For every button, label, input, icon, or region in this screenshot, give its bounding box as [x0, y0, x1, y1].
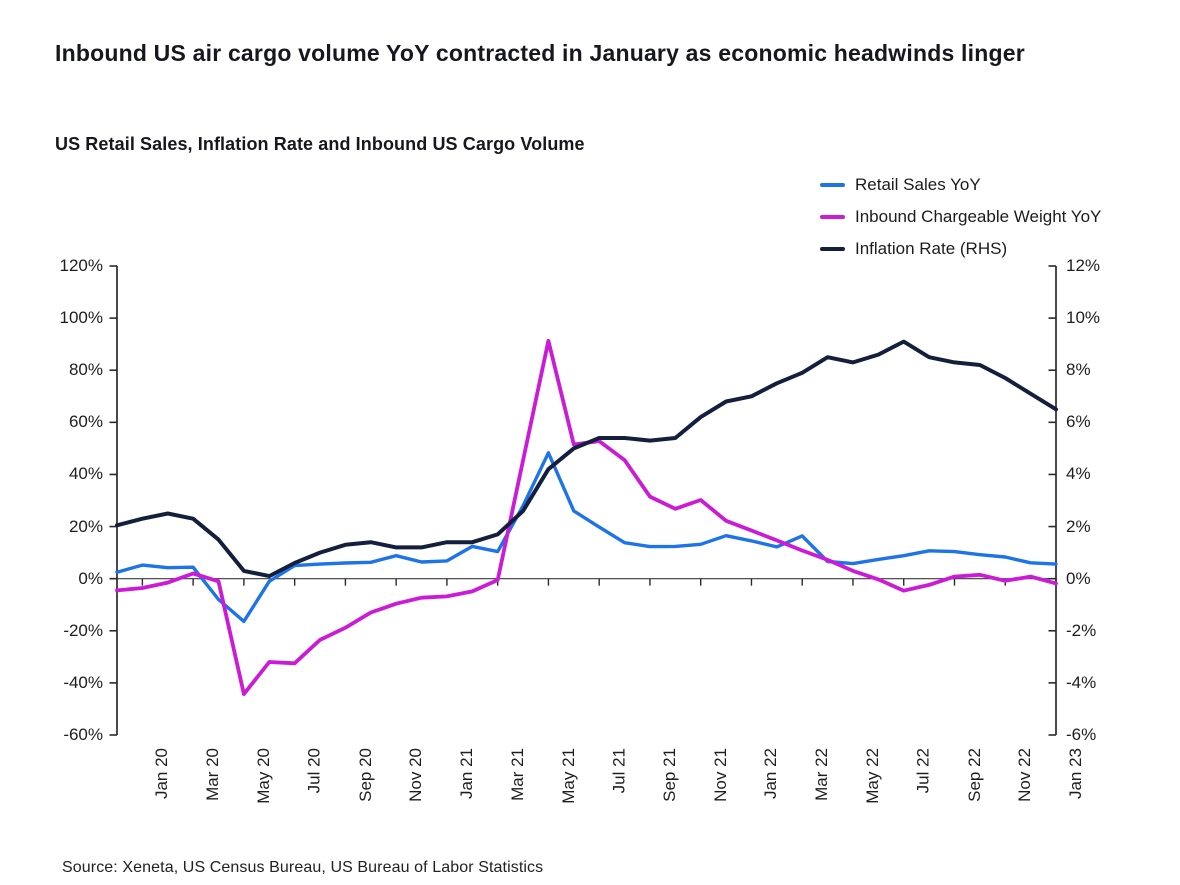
- x-axis-label: Mar 21: [507, 748, 527, 801]
- y-axis-label-right: 10%: [1066, 308, 1101, 328]
- x-axis-label: Jul 21: [609, 748, 629, 794]
- y-axis-label-right: 12%: [1066, 256, 1101, 275]
- x-axis-label: Mar 22: [812, 748, 832, 801]
- y-axis-label-left: 0%: [78, 568, 103, 588]
- x-axis-label: Mar 20: [203, 748, 223, 801]
- y-axis-label-left: -40%: [63, 672, 103, 692]
- series-line-inflation-rate-rhs-: [115, 339, 1058, 579]
- legend-label: Retail Sales YoY: [855, 175, 981, 194]
- y-axis-label-left: -20%: [63, 620, 103, 640]
- y-axis-label-left: -60%: [63, 725, 103, 744]
- legend-swatch-inbound-weight-icon: [820, 215, 845, 219]
- series-line-retail-sales-yoy: [115, 451, 1058, 624]
- x-axis-label: Jan 20: [152, 748, 172, 800]
- x-axis-label: Sep 21: [659, 748, 679, 802]
- legend: Retail Sales YoY Inbound Chargeable Weig…: [820, 169, 1101, 265]
- x-axis-label: May 20: [253, 748, 273, 804]
- x-axis-label: Sep 22: [964, 748, 984, 802]
- y-axis-label-right: 6%: [1066, 412, 1091, 432]
- y-axis-label-right: 4%: [1066, 464, 1091, 484]
- y-axis-label-right: 8%: [1066, 360, 1091, 380]
- x-axis-label: May 22: [862, 748, 882, 804]
- legend-label: Inflation Rate (RHS): [855, 239, 1008, 258]
- legend-item-inbound-weight: Inbound Chargeable Weight YoY: [820, 201, 1101, 233]
- x-axis-label: Jul 22: [913, 748, 933, 794]
- y-axis-label-left: 60%: [68, 412, 103, 432]
- y-axis-label-left: 80%: [68, 360, 103, 380]
- y-axis-label-left: 20%: [68, 516, 103, 536]
- page-title: Inbound US air cargo volume YoY contract…: [55, 40, 1025, 66]
- legend-label: Inbound Chargeable Weight YoY: [855, 207, 1102, 226]
- y-axis-label-left: 120%: [59, 256, 103, 275]
- x-axis-label: Nov 22: [1015, 748, 1035, 802]
- y-axis-label-right: -4%: [1066, 672, 1097, 692]
- x-axis-label: Jul 20: [304, 748, 324, 794]
- chart-subtitle: US Retail Sales, Inflation Rate and Inbo…: [55, 134, 585, 154]
- source-note: Source: Xeneta, US Census Bureau, US Bur…: [62, 859, 544, 876]
- x-axis-label: Nov 20: [406, 748, 426, 802]
- y-axis-label-right: 2%: [1066, 516, 1091, 536]
- x-axis-label: Jan 23: [1066, 748, 1085, 800]
- y-axis-label-right: 0%: [1066, 568, 1091, 588]
- y-axis-label-right: -2%: [1066, 620, 1097, 640]
- x-axis-label: Jan 22: [761, 748, 781, 800]
- y-axis-label-right: -6%: [1066, 725, 1097, 744]
- legend-swatch-inflation-rate-icon: [820, 247, 845, 251]
- legend-item-retail-sales: Retail Sales YoY: [820, 169, 1101, 201]
- x-axis-label: May 21: [558, 748, 578, 804]
- legend-item-inflation-rate: Inflation Rate (RHS): [820, 233, 1101, 265]
- legend-swatch-retail-sales-icon: [820, 183, 845, 187]
- x-axis-label: Nov 21: [710, 748, 730, 802]
- y-axis-label-left: 100%: [59, 308, 103, 328]
- y-axis-label-left: 40%: [68, 464, 103, 484]
- x-axis-label: Sep 20: [355, 748, 375, 802]
- x-axis-label: Jan 21: [456, 748, 476, 800]
